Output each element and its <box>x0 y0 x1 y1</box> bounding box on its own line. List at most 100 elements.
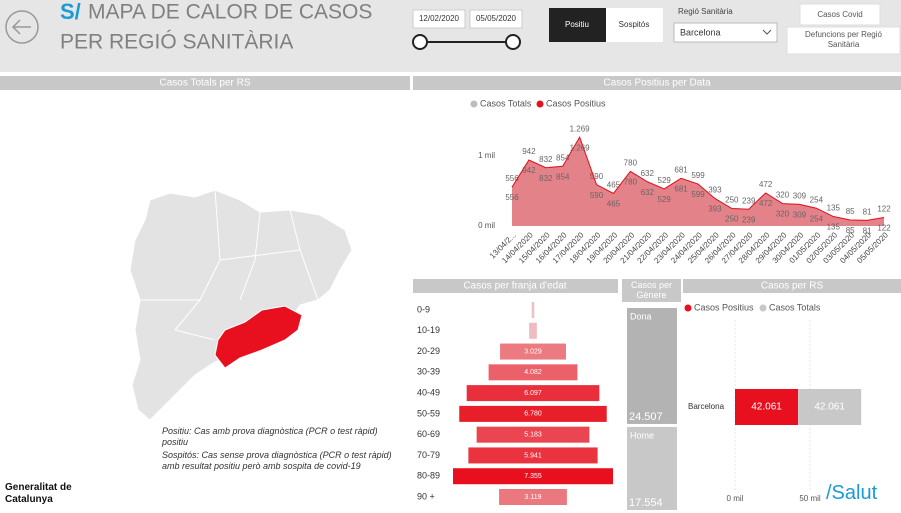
bar <box>476 426 590 443</box>
data-label: 320 <box>776 210 790 219</box>
legend-marker <box>470 100 478 108</box>
bar <box>468 447 598 464</box>
data-label: 590 <box>590 172 604 181</box>
data-label: 1.269 <box>570 143 591 152</box>
title: PER REGIÓ SANITÀRIA <box>60 31 293 54</box>
data-label: 854 <box>556 153 570 162</box>
category-label: 50-59 <box>417 408 440 418</box>
legend-marker <box>759 304 767 312</box>
legend-label: Casos Positius <box>546 98 606 108</box>
data-label: 250 <box>725 196 739 205</box>
data-label: 529 <box>658 176 672 185</box>
category-label: 40-49 <box>417 387 440 397</box>
legend-label: Casos Positius <box>694 302 754 312</box>
data-label: 832 <box>539 174 553 183</box>
bar <box>500 343 566 360</box>
panel-title: Casos per franja d'edat <box>463 281 566 292</box>
slider-handle[interactable] <box>412 34 428 50</box>
data-label: 6.097 <box>524 390 542 397</box>
data-label: 135 <box>827 204 841 213</box>
panel-title-bar <box>413 279 618 293</box>
category-label: Dona <box>630 311 652 321</box>
area <box>512 137 884 226</box>
nav-button[interactable] <box>799 3 881 26</box>
data-label: 122 <box>877 205 891 214</box>
map-region[interactable] <box>129 189 353 421</box>
note: Sospitós: Cas sense prova diagnòstica (P… <box>162 450 392 471</box>
data-label: 556 <box>505 174 519 183</box>
back-arrow <box>11 19 31 35</box>
data-label: 1.269 <box>570 124 591 133</box>
data-label: 309 <box>793 191 807 200</box>
bar <box>453 468 613 485</box>
data-label: 393 <box>708 186 722 195</box>
data-label: 599 <box>691 171 705 180</box>
data-label: 239 <box>742 196 756 205</box>
slider-handle[interactable] <box>505 34 521 50</box>
date-box[interactable] <box>412 9 466 29</box>
date-end: 05/05/2020 <box>476 14 517 23</box>
data-label: 254 <box>810 195 824 204</box>
brand: /Salut <box>826 482 878 504</box>
category-label: 0-9 <box>417 304 430 314</box>
date-box[interactable] <box>469 9 523 29</box>
data-label: 5.941 <box>524 452 542 459</box>
data-label: 85 <box>846 226 855 235</box>
data-label: 465 <box>607 200 621 209</box>
map-region-selected[interactable] <box>214 305 303 369</box>
bar <box>499 489 567 505</box>
nav-button[interactable] <box>786 26 901 55</box>
category-label: 60-69 <box>417 429 440 439</box>
panel-title-bar <box>622 279 681 302</box>
data-label: 472 <box>759 199 773 208</box>
data-label: 7.355 <box>524 473 542 480</box>
button-positiu[interactable] <box>549 8 606 42</box>
dropdown-value: Barcelona <box>680 27 721 37</box>
data-label: 465 <box>607 181 621 190</box>
data-label: 24.507 <box>629 411 663 423</box>
data-label: 42.061 <box>814 402 845 413</box>
panel-title: Casos per RS <box>761 281 824 292</box>
data-label: 632 <box>641 169 655 178</box>
data-label: 681 <box>674 165 688 174</box>
line <box>511 135 885 221</box>
logo: S/ <box>60 0 81 24</box>
legend-label: Casos Totals <box>480 98 532 108</box>
legend-marker <box>536 100 544 108</box>
category-label: 10-19 <box>417 325 440 335</box>
bar <box>488 364 578 381</box>
category-label: Home <box>630 430 654 440</box>
note: Positiu: Cas amb prova diagnòstica (PCR … <box>162 426 378 447</box>
area <box>512 137 884 226</box>
category-label: 20-29 <box>417 346 440 356</box>
data-label: 17.554 <box>629 497 663 509</box>
data-label: 122 <box>877 224 891 233</box>
y-tick-label: 0 mil <box>478 221 495 230</box>
data-label: 599 <box>691 190 705 199</box>
back-button[interactable] <box>5 10 39 44</box>
data-label: 85 <box>846 207 855 216</box>
panel-title: Casos per Gènere <box>630 280 673 300</box>
data-label: 472 <box>759 180 773 189</box>
data-label: 5.183 <box>524 432 542 439</box>
category-label: 30-39 <box>417 367 440 377</box>
data-label: 42.061 <box>751 402 782 413</box>
dropdown[interactable] <box>673 22 778 43</box>
title: MAPA DE CALOR DE CASOS <box>88 1 372 24</box>
data-label: 780 <box>624 159 638 168</box>
category-label: 80-89 <box>417 471 440 481</box>
org-name: Generalitat de Catalunya <box>5 482 72 505</box>
nav-button-label: Casos Covid <box>817 10 862 19</box>
bar <box>529 322 537 339</box>
data-label: 3.119 <box>525 494 542 501</box>
bar <box>735 389 799 425</box>
button-sospitos[interactable] <box>606 8 663 42</box>
data-label: 6.780 <box>524 411 542 418</box>
panel-title-bar <box>0 76 410 90</box>
panel-title: Casos Positius per Data <box>603 78 711 89</box>
data-label: 4.082 <box>524 369 542 376</box>
panel-title-bar <box>683 279 901 293</box>
data-label: 239 <box>742 215 756 224</box>
data-label: 590 <box>590 191 604 200</box>
